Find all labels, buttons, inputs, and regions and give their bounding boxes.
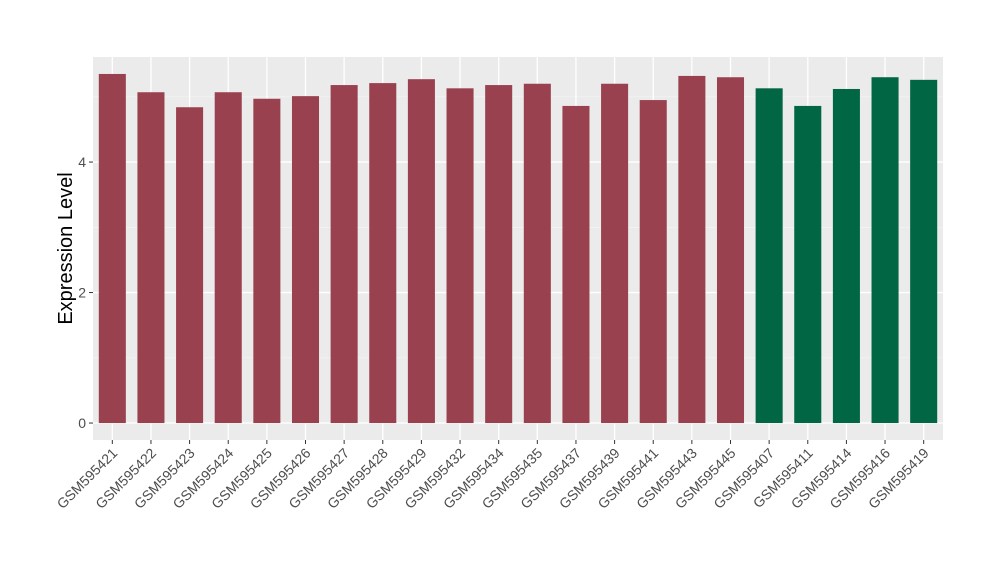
bar-GSM595424 [214, 92, 242, 424]
bar-GSM595428 [369, 83, 397, 424]
bar-GSM595434 [485, 85, 513, 424]
bar-GSM595429 [407, 79, 435, 424]
y-tick-label: 4 [78, 154, 86, 170]
y-tick-label: 0 [78, 415, 86, 431]
bar-GSM595425 [253, 98, 281, 424]
bar-GSM595435 [523, 83, 551, 424]
bar-GSM595443 [678, 75, 706, 424]
bar-GSM595419 [910, 79, 938, 424]
y-axis-label: Expression Level [55, 172, 77, 324]
bar-GSM595426 [291, 96, 320, 424]
bar-GSM595411 [794, 105, 822, 424]
bar-GSM595432 [446, 88, 474, 424]
bar-GSM595437 [562, 105, 590, 424]
bar-GSM595407 [755, 88, 783, 424]
bar-GSM595414 [832, 88, 860, 424]
bar-GSM595416 [871, 77, 899, 424]
bar-GSM595422 [137, 92, 165, 424]
bar-GSM595423 [176, 107, 204, 424]
bar-GSM595427 [330, 85, 358, 424]
bar-GSM595421 [98, 73, 126, 424]
bar-GSM595441 [639, 100, 667, 424]
y-tick-label: 2 [78, 285, 86, 301]
bar-GSM595445 [716, 77, 745, 424]
bar-GSM595439 [601, 83, 629, 424]
